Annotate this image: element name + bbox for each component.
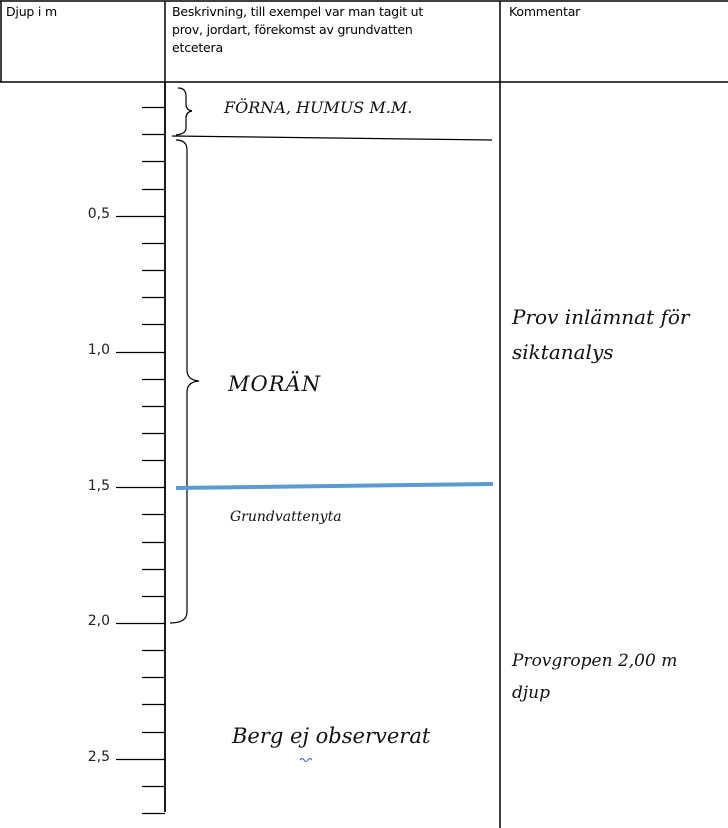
depth-label-2-5: 2,5 (87, 749, 110, 765)
annotation-bedrock-prefix: Berg (232, 724, 291, 748)
forna-divider (171, 135, 493, 141)
annotation-bedrock-ej: ej (290, 724, 309, 748)
comment-pit-line1: Provgropen 2,00 m (512, 651, 678, 671)
spellcheck-squiggle (299, 758, 313, 762)
depth-label-0-5: 0,5 (87, 206, 110, 222)
depth-label-1-0: 1,0 (87, 342, 110, 358)
annotation-bedrock-suffix: observerat (308, 724, 431, 748)
col-header-description-line3: etcetera (172, 40, 223, 55)
depth-label-1-5: 1,5 (87, 478, 110, 494)
comment-pit-line2: djup (512, 683, 550, 703)
annotation-bedrock: Berg ej observerat (232, 724, 430, 748)
depth-ticks (116, 106, 165, 815)
annotation-groundwater: Grundvattenyta (230, 509, 342, 525)
forna-bracket (175, 87, 193, 136)
col-header-description-line2: prov, jordart, förekomst av grundvatten (172, 22, 413, 37)
moran-bracket (169, 139, 200, 624)
comment-sample-line2: siktanalys (512, 340, 614, 364)
annotation-moran: MORÄN (228, 372, 322, 396)
col-header-description-line1: Beskrivning, till exempel var man tagit … (172, 4, 424, 19)
groundwater-line (175, 482, 494, 490)
annotation-forna: FÖRNA, HUMUS M.M. (224, 98, 413, 117)
comment-sample-line1: Prov inlämnat för (512, 305, 690, 329)
depth-label-2-0: 2,0 (87, 613, 110, 629)
col-header-comment: Kommentar (509, 4, 581, 19)
col-header-depth: Djup i m (6, 4, 57, 19)
